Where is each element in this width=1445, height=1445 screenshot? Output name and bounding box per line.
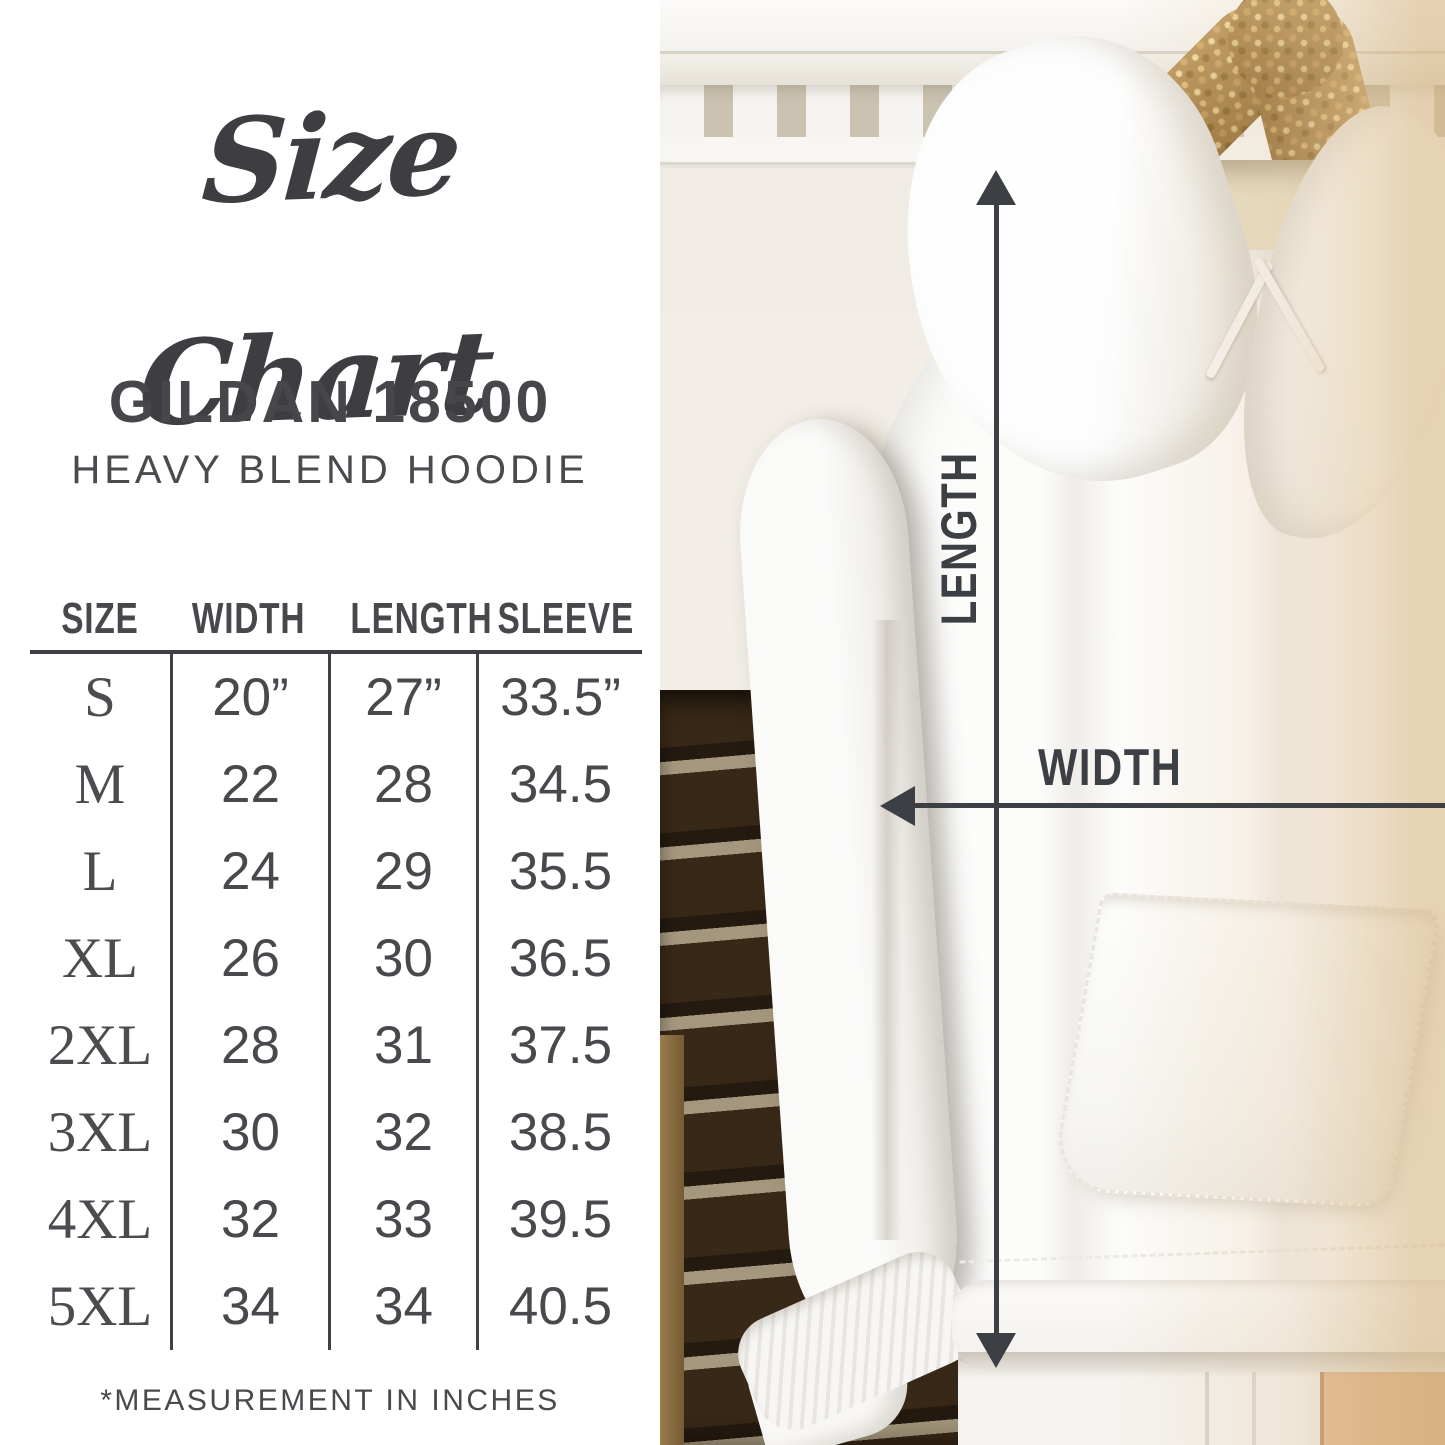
- sleeve-cell: 33.5”: [476, 654, 642, 741]
- size-cell: M: [74, 753, 126, 816]
- size-table-body: S 20” 27” 33.5” M 22 28 34.5 L 24 29 35.…: [30, 654, 642, 1350]
- product-photo: LENGTH WIDTH: [660, 0, 1445, 1445]
- sleeve-cell: 37.5: [476, 1002, 642, 1089]
- length-cell: 28: [328, 741, 476, 828]
- width-cell: 26: [170, 915, 328, 1002]
- column-header-width: WIDTH: [192, 594, 306, 643]
- width-cell: 34: [170, 1263, 328, 1350]
- arrow-up-icon: [976, 170, 1016, 205]
- size-cell: XL: [62, 927, 138, 990]
- width-arrow-line: [912, 803, 1445, 808]
- table-row-5xl: 5XL 34 34 40.5: [30, 1263, 642, 1350]
- size-cell: L: [82, 840, 118, 903]
- length-cell: 31: [328, 1002, 476, 1089]
- sleeve-cell: 34.5: [476, 741, 642, 828]
- length-arrow-line: [994, 200, 999, 1336]
- width-cell: 28: [170, 1002, 328, 1089]
- length-cell: 30: [328, 915, 476, 1002]
- size-table-header: SIZE WIDTH LENGTH SLEEVE: [30, 590, 642, 654]
- table-row-2xl: 2XL 28 31 37.5: [30, 1002, 642, 1089]
- length-label: LENGTH: [931, 450, 987, 626]
- size-table: SIZE WIDTH LENGTH SLEEVE S 20” 27” 33.5”…: [30, 590, 642, 1350]
- size-cell: 5XL: [47, 1275, 153, 1338]
- sleeve-cell: 36.5: [476, 915, 642, 1002]
- length-cell: 29: [328, 828, 476, 915]
- sleeve-cell: 39.5: [476, 1176, 642, 1263]
- table-row-m: M 22 28 34.5: [30, 741, 642, 828]
- column-header-sleeve: SLEEVE: [497, 594, 635, 643]
- sleeve-cell: 35.5: [476, 828, 642, 915]
- size-cell: 2XL: [47, 1014, 153, 1077]
- column-header-length: LENGTH: [350, 594, 493, 643]
- table-row-s: S 20” 27” 33.5”: [30, 654, 642, 741]
- length-cell: 33: [328, 1176, 476, 1263]
- arrow-left-icon: [880, 786, 915, 826]
- table-row-3xl: 3XL 30 32 38.5: [30, 1089, 642, 1176]
- sleeve-crease-shadow: [872, 620, 902, 1240]
- width-cell: 32: [170, 1176, 328, 1263]
- measurement-note: *MEASUREMENT IN INCHES: [100, 1384, 560, 1417]
- size-cell: S: [84, 666, 116, 729]
- size-chart-title: Size Chart: [134, 85, 496, 453]
- kangaroo-pocket: [1048, 892, 1442, 1208]
- size-cell: 3XL: [47, 1101, 153, 1164]
- width-cell: 22: [170, 741, 328, 828]
- table-row-xl: XL 26 30 36.5: [30, 915, 642, 1002]
- width-cell: 24: [170, 828, 328, 915]
- size-cell: 4XL: [47, 1188, 153, 1251]
- arrow-down-icon: [976, 1333, 1016, 1368]
- wood-trim: [660, 1035, 684, 1445]
- sleeve-cell: 38.5: [476, 1089, 642, 1176]
- info-panel: Size Chart GILDAN 18500 HEAVY BLEND HOOD…: [0, 0, 660, 1445]
- product-subtitle: HEAVY BLEND HOODIE: [71, 448, 589, 492]
- length-cell: 27”: [328, 654, 476, 741]
- length-cell: 34: [328, 1263, 476, 1350]
- width-cell: 20”: [170, 654, 328, 741]
- product-name: GILDAN 18500: [108, 369, 552, 435]
- width-label: WIDTH: [1038, 739, 1183, 797]
- column-header-size: SIZE: [61, 594, 139, 643]
- table-row-4xl: 4XL 32 33 39.5: [30, 1176, 642, 1263]
- hem-drop-shadow: [958, 1352, 1445, 1378]
- width-cell: 30: [170, 1089, 328, 1176]
- length-cell: 32: [328, 1089, 476, 1176]
- table-row-l: L 24 29 35.5: [30, 828, 642, 915]
- sleeve-cell: 40.5: [476, 1263, 642, 1350]
